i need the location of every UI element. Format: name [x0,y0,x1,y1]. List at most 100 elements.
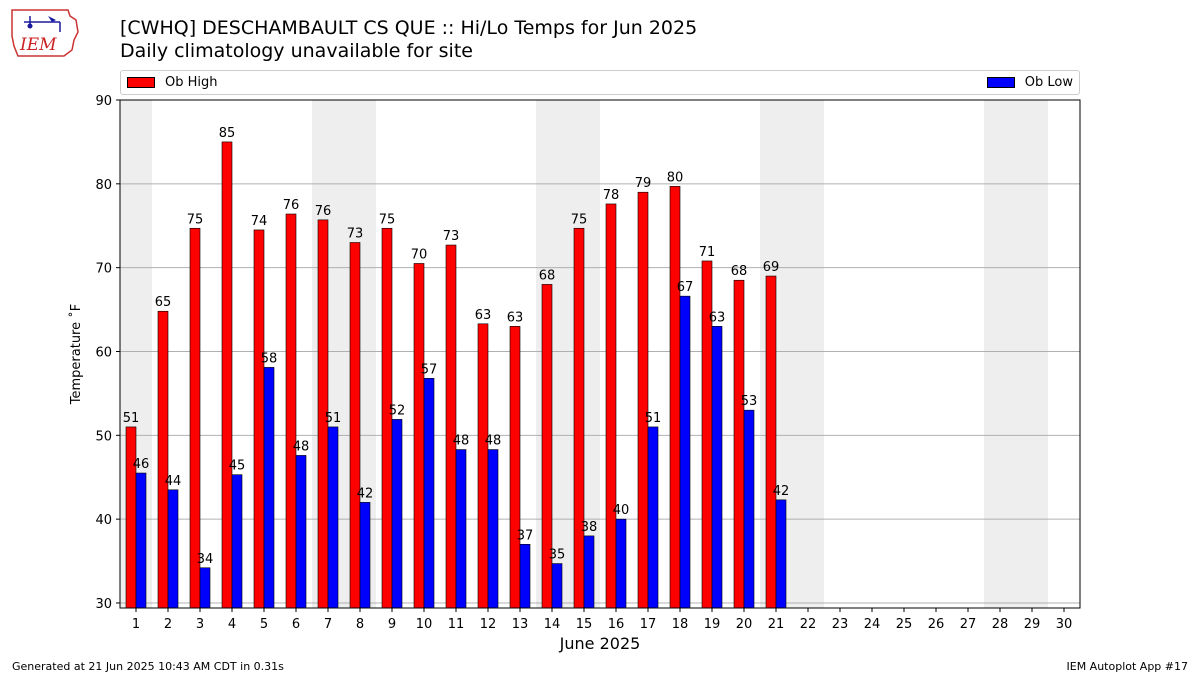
data-label-high-17: 79 [635,176,652,191]
data-label-high-16: 78 [603,188,620,203]
data-label-high-18: 80 [667,170,684,185]
data-label-low-11: 48 [453,434,470,449]
data-label-low-7: 51 [325,411,342,426]
bar-low-9 [391,419,403,609]
x-tick-label-24: 24 [864,617,881,632]
data-label-high-19: 71 [699,245,716,260]
data-label-high-11: 73 [443,229,460,244]
bar-low-17 [647,426,659,609]
x-tick-label-20: 20 [736,617,753,632]
data-label-low-12: 48 [485,434,502,449]
bar-low-11 [455,449,467,609]
bar-high-11 [445,244,457,609]
bar-low-2 [167,489,179,609]
y-tick-label-40: 40 [95,513,112,528]
data-label-low-19: 63 [709,310,726,325]
bar-low-3 [199,567,211,609]
x-tick-label-30: 30 [1056,617,1073,632]
bar-low-16 [615,518,627,609]
data-label-low-3: 34 [197,552,214,567]
bar-low-6 [295,455,307,609]
x-tick-label-10: 10 [416,617,433,632]
x-tick-label-12: 12 [480,617,497,632]
y-tick-label-30: 30 [95,597,112,612]
data-label-low-16: 40 [613,503,630,518]
bar-high-8 [349,242,361,609]
y-tick-label-70: 70 [95,262,112,277]
footer-app: IEM Autoplot App #17 [1066,660,1189,673]
data-label-high-14: 68 [539,268,556,283]
plot-frame [119,99,1081,609]
x-tick-label-26: 26 [928,617,945,632]
data-label-high-3: 75 [187,212,204,227]
iem-logo: IEM [8,6,82,60]
x-tick-label-6: 6 [292,617,300,632]
data-label-low-9: 52 [389,403,406,418]
chart-title: [CWHQ] DESCHAMBAULT CS QUE :: Hi/Lo Temp… [120,17,698,39]
bar-high-1 [125,426,137,609]
y-tick-label-90: 90 [95,94,112,109]
bar-low-5 [263,367,275,609]
data-label-high-6: 76 [283,198,300,213]
data-label-high-15: 75 [571,212,588,227]
data-label-low-17: 51 [645,411,662,426]
data-label-low-4: 45 [229,459,246,474]
data-label-low-13: 37 [517,528,534,543]
y-tick-label-50: 50 [95,429,112,444]
footer-generated: Generated at 21 Jun 2025 10:43 AM CDT in… [12,660,284,673]
data-label-low-21: 42 [773,484,790,499]
x-tick-label-22: 22 [800,617,817,632]
bar-high-2 [157,310,169,609]
data-label-low-2: 44 [165,474,182,489]
legend: Ob High Ob Low [120,70,1080,95]
x-tick-label-27: 27 [960,617,977,632]
bar-low-21 [775,499,787,609]
data-label-low-18: 67 [677,280,694,295]
bar-low-8 [359,502,371,609]
data-label-high-4: 85 [219,126,236,141]
bar-low-13 [519,543,531,609]
bar-low-19 [711,326,723,609]
chart-subtitle: Daily climatology unavailable for site [120,40,473,62]
data-label-low-10: 57 [421,362,438,377]
data-label-high-5: 74 [251,214,268,229]
x-tick-label-25: 25 [896,617,913,632]
data-label-low-20: 53 [741,394,758,409]
legend-swatch-high [127,77,155,88]
x-tick-label-23: 23 [832,617,849,632]
x-tick-label-16: 16 [608,617,625,632]
x-tick-label-8: 8 [356,617,364,632]
y-axis-label: Temperature ˚F [68,304,84,405]
bar-high-12 [477,323,489,609]
data-label-low-1: 46 [133,457,150,472]
data-label-high-20: 68 [731,264,748,279]
x-tick-label-14: 14 [544,617,561,632]
x-tick-label-28: 28 [992,617,1009,632]
bar-low-4 [231,474,243,609]
data-label-low-8: 42 [357,486,374,501]
bar-high-17 [637,191,649,609]
data-label-high-9: 75 [379,212,396,227]
x-tick-label-29: 29 [1024,617,1041,632]
x-tick-label-18: 18 [672,617,689,632]
legend-item-low: Ob Low [986,75,1073,90]
x-tick-label-2: 2 [164,617,172,632]
x-tick-label-1: 1 [132,617,140,632]
x-tick-label-15: 15 [576,617,593,632]
bar-high-10 [413,263,425,609]
x-tick-label-11: 11 [448,617,465,632]
x-tick-label-19: 19 [704,617,721,632]
data-label-low-6: 48 [293,439,310,454]
bar-low-7 [327,426,339,609]
legend-label-high: Ob High [165,75,218,90]
x-tick-label-3: 3 [196,617,204,632]
data-label-high-13: 63 [507,310,524,325]
x-tick-label-21: 21 [768,617,785,632]
bar-low-12 [487,449,499,609]
bar-high-20 [733,279,745,609]
data-label-high-1: 51 [123,411,140,426]
svg-text:IEM: IEM [19,35,57,55]
data-label-high-10: 70 [411,247,428,262]
data-label-high-2: 65 [155,295,172,310]
